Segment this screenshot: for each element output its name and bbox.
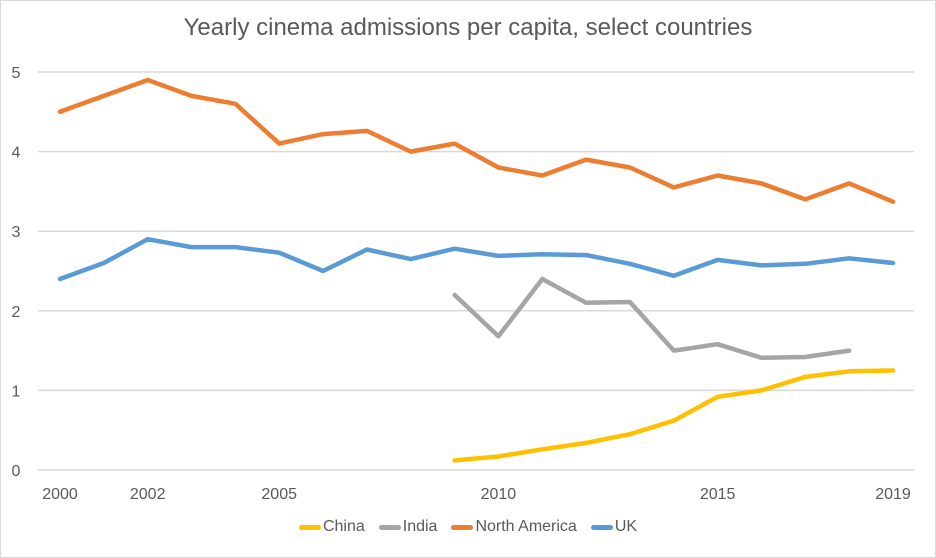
- x-tick-label: 2000: [42, 486, 78, 503]
- x-tick-label: 2019: [875, 486, 911, 503]
- y-tick-label: 3: [12, 224, 21, 241]
- legend-swatch: [590, 524, 613, 530]
- x-tick-label: 2002: [130, 486, 166, 503]
- legend-item-india: India: [378, 518, 438, 536]
- x-tick-label: 2010: [481, 486, 517, 503]
- series-line-china: [452, 368, 896, 463]
- series-line-india: [452, 276, 852, 361]
- series-line-north-america: [57, 77, 896, 204]
- series-line-uk: [57, 236, 896, 282]
- legend-swatch: [298, 524, 321, 530]
- legend-label: North America: [475, 518, 577, 535]
- legend-swatch: [378, 524, 401, 530]
- chart-title: Yearly cinema admissions per capita, sel…: [183, 14, 753, 41]
- legend-label: UK: [614, 518, 638, 535]
- y-tick-label: 5: [12, 65, 21, 82]
- legend-label: China: [322, 518, 365, 535]
- x-tick-label: 2015: [700, 486, 736, 503]
- y-tick-label: 2: [12, 304, 21, 321]
- legend-swatch: [451, 524, 474, 530]
- y-tick-label: 4: [12, 145, 21, 162]
- y-tick-label: 0: [12, 463, 21, 480]
- legend-item-china: China: [298, 518, 365, 536]
- x-tick-label: 2005: [261, 486, 297, 503]
- legend-label: India: [402, 518, 438, 535]
- legend-item-north-america: North America: [451, 518, 577, 536]
- legend: China India North America UK: [0, 518, 936, 536]
- legend-item-uk: UK: [590, 518, 638, 536]
- y-tick-label: 1: [12, 383, 21, 400]
